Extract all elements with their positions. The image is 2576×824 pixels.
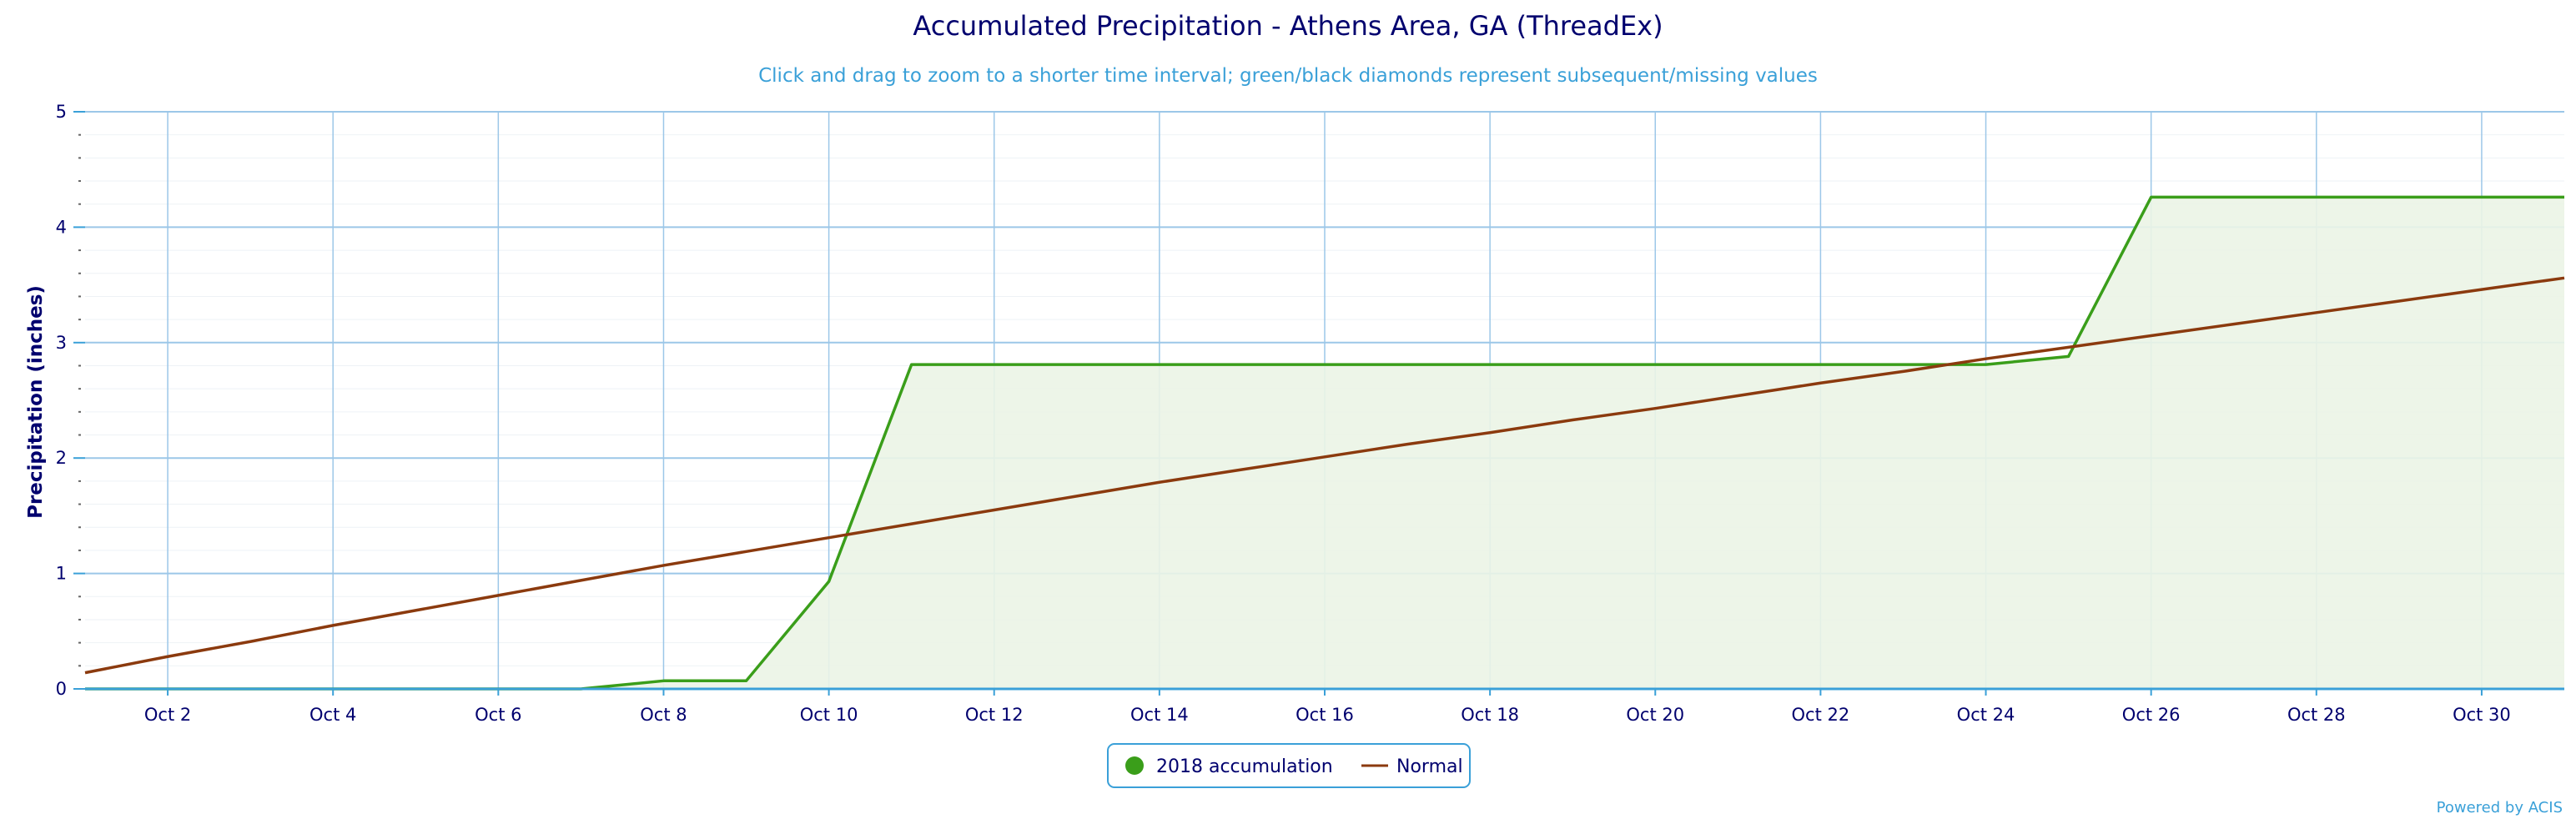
y-tick-label: 0 [56,679,67,699]
x-tick-label: Oct 10 [800,705,858,725]
x-tick-label: Oct 16 [1296,705,1354,725]
y-tick-label: 2 [56,448,67,468]
legend-item-normal[interactable]: Normal [1361,756,1463,777]
credit-link[interactable]: Powered by ACIS [2437,799,2563,816]
chart-subtitle: Click and drag to zoom to a shorter time… [758,65,1818,87]
x-tick-label: Oct 4 [309,705,356,725]
x-tick-label: Oct 28 [2287,705,2346,725]
x-tick-label: Oct 20 [1626,705,1684,725]
x-tick-label: Oct 8 [640,705,687,725]
legend-item-accumulation[interactable]: 2018 accumulation [1125,756,1333,777]
x-tick-label: Oct 18 [1461,705,1519,725]
x-tick-label: Oct 24 [1957,705,2015,725]
y-axis-label: Precipitation (inches) [25,285,47,519]
legend: 2018 accumulation Normal [1107,743,1471,788]
axis-layer: 0 1 2 3 4 5 Oct 2 Oct 4 Oct 6 Oct 8 Oct 10 Oct 12 Oc… [56,102,2564,725]
y-tick-label: 3 [56,333,67,353]
x-tick-label: Oct 26 [2122,705,2181,725]
y-tick-label: 5 [56,102,67,122]
x-tick-label: Oct 6 [475,705,521,725]
area-layer [85,197,2564,689]
x-tick-label: Oct 12 [965,705,1024,725]
accumulation-area [85,197,2564,689]
legend-normal-label: Normal [1396,756,1463,777]
normal-line [84,276,2565,675]
x-tick-label: Oct 2 [144,705,191,725]
chart-title: Accumulated Precipitation - Athens Area,… [913,10,1663,42]
x-tick-label: Oct 22 [1792,705,1850,725]
legend-accumulation-label: 2018 accumulation [1156,756,1333,777]
legend-box [1107,743,1471,788]
legend-accumulation-marker [1125,756,1144,775]
x-tick-label: Oct 30 [2453,705,2511,725]
y-tick-label: 1 [56,564,67,584]
x-tick-label: Oct 14 [1130,705,1189,725]
y-tick-label: 4 [56,217,67,237]
